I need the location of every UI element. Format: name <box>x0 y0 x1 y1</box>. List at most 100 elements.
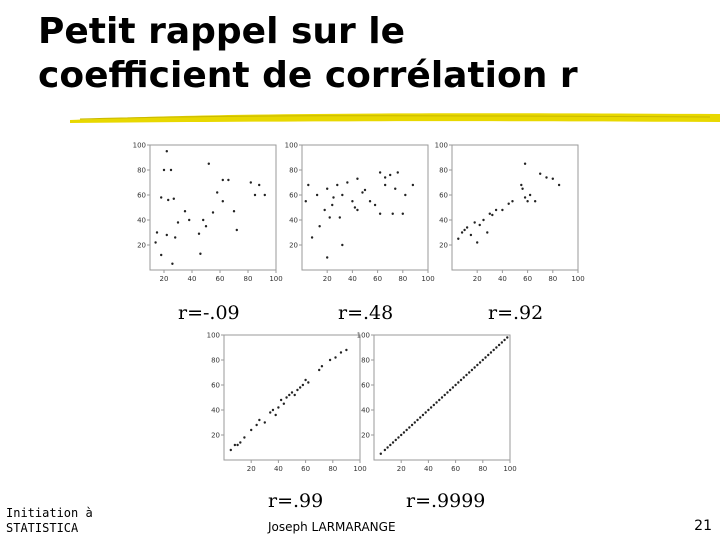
scatter-point <box>506 336 509 339</box>
y-tick-label: 100 <box>435 142 448 150</box>
scatter-point <box>274 413 277 417</box>
scatter-point <box>486 231 489 234</box>
scatter-point <box>298 386 302 389</box>
scatter-point <box>501 208 504 212</box>
x-tick-label: 40 <box>424 465 433 473</box>
y-tick-label: 100 <box>133 142 146 150</box>
x-tick-label: 100 <box>353 465 366 473</box>
slide-title: Petit rappel sur le coefficient de corré… <box>38 10 678 98</box>
scatter-point <box>258 418 261 422</box>
scatter-plot-4: 20 40 60 80 100 20 40 60 80 100 <box>207 332 367 474</box>
y-tick-label: 20 <box>439 242 448 250</box>
x-tick-label: 80 <box>478 465 487 473</box>
scatter-point <box>285 396 288 399</box>
scatter-point <box>279 398 283 402</box>
y-tick-label: 20 <box>211 432 220 440</box>
r-label-5: r=.9999 <box>406 490 486 512</box>
x-tick-label: 40 <box>348 275 357 283</box>
scatter-point <box>263 193 266 197</box>
scatter-point <box>221 200 224 203</box>
footer-course-line-1: Initiation à <box>6 506 93 520</box>
scatter-point <box>440 396 444 399</box>
scatter-point <box>470 368 474 372</box>
scatter-point <box>389 443 392 447</box>
scatter-point <box>459 378 463 382</box>
y-tick-label: 40 <box>361 407 370 415</box>
scatter-point <box>411 183 415 187</box>
scatter-point <box>494 208 498 212</box>
scatter-point <box>310 236 314 239</box>
x-tick-label: 100 <box>571 275 584 283</box>
scatter-point <box>468 371 471 374</box>
scatter-point <box>356 177 359 180</box>
scatter-point <box>336 183 339 187</box>
scatter-point <box>183 210 187 213</box>
scatter-point <box>331 203 334 207</box>
scatter-point <box>255 423 258 427</box>
y-tick-label: 60 <box>361 382 370 390</box>
scatter-point <box>489 351 493 354</box>
scatter-point <box>507 202 510 205</box>
scatter-point <box>551 177 554 180</box>
y-tick-label: 40 <box>439 217 448 225</box>
scatter-point <box>221 178 224 182</box>
title-line-2: coefficient de corrélation r <box>38 55 578 96</box>
plot-frame <box>149 144 277 271</box>
scatter-point <box>457 381 460 384</box>
scatter-point <box>282 402 286 405</box>
x-tick-label: 100 <box>421 275 434 283</box>
scatter-point <box>413 421 416 424</box>
r-label-1: r=-.09 <box>178 302 240 324</box>
x-tick-label: 20 <box>473 275 482 283</box>
scatter-point <box>491 213 494 217</box>
scatter-point <box>410 423 414 427</box>
scatter-point <box>404 193 407 197</box>
y-tick-label: 60 <box>211 382 220 390</box>
scatter-point <box>361 191 364 194</box>
scatter-point <box>424 411 427 414</box>
scatter-point <box>202 218 205 222</box>
y-tick-label: 40 <box>137 217 146 225</box>
scatter-point <box>523 162 527 165</box>
scatter-point <box>174 236 177 239</box>
y-tick-label: 80 <box>137 167 146 175</box>
scatter-point <box>454 383 457 387</box>
y-tick-label: 60 <box>289 192 298 200</box>
scatter-point <box>419 416 422 419</box>
scatter-point <box>416 418 419 422</box>
scatter-point <box>421 413 425 417</box>
scatter-point <box>341 193 344 197</box>
scatter-point <box>405 428 408 432</box>
scatter-point <box>323 208 326 212</box>
x-tick-label: 40 <box>274 465 283 473</box>
plot-frame <box>223 334 361 461</box>
scatter-point <box>484 356 487 359</box>
scatter-point <box>176 221 180 224</box>
scatter-point <box>528 193 532 197</box>
scatter-point <box>465 373 468 377</box>
scatter-plot-1: 20 40 60 80 100 20 40 60 80 100 <box>133 142 283 284</box>
footer-course-line-2: STATISTICA <box>6 521 79 535</box>
scatter-point <box>394 187 397 190</box>
scatter-point <box>476 363 479 367</box>
y-tick-label: 40 <box>289 217 298 225</box>
scatter-point <box>520 183 523 187</box>
scatter-point <box>232 210 236 213</box>
scatter-point <box>457 237 460 240</box>
scatter-point <box>167 198 170 202</box>
scatter-point <box>408 426 411 429</box>
scatter-plot-2: 20 40 60 80 100 20 40 60 80 100 <box>285 142 435 284</box>
scatter-point <box>487 353 490 357</box>
scatter-point <box>332 196 335 199</box>
scatter-point <box>304 200 307 203</box>
scatter-point <box>432 403 436 407</box>
scatter-point <box>326 187 329 190</box>
scatter-point <box>154 241 157 244</box>
y-tick-label: 20 <box>289 242 298 250</box>
scatter-point <box>497 343 501 347</box>
scatter-point <box>236 443 239 447</box>
scatter-point <box>521 187 524 190</box>
x-tick-label: 20 <box>397 465 406 473</box>
scatter-point <box>339 351 343 354</box>
x-tick-label: 20 <box>160 275 169 283</box>
